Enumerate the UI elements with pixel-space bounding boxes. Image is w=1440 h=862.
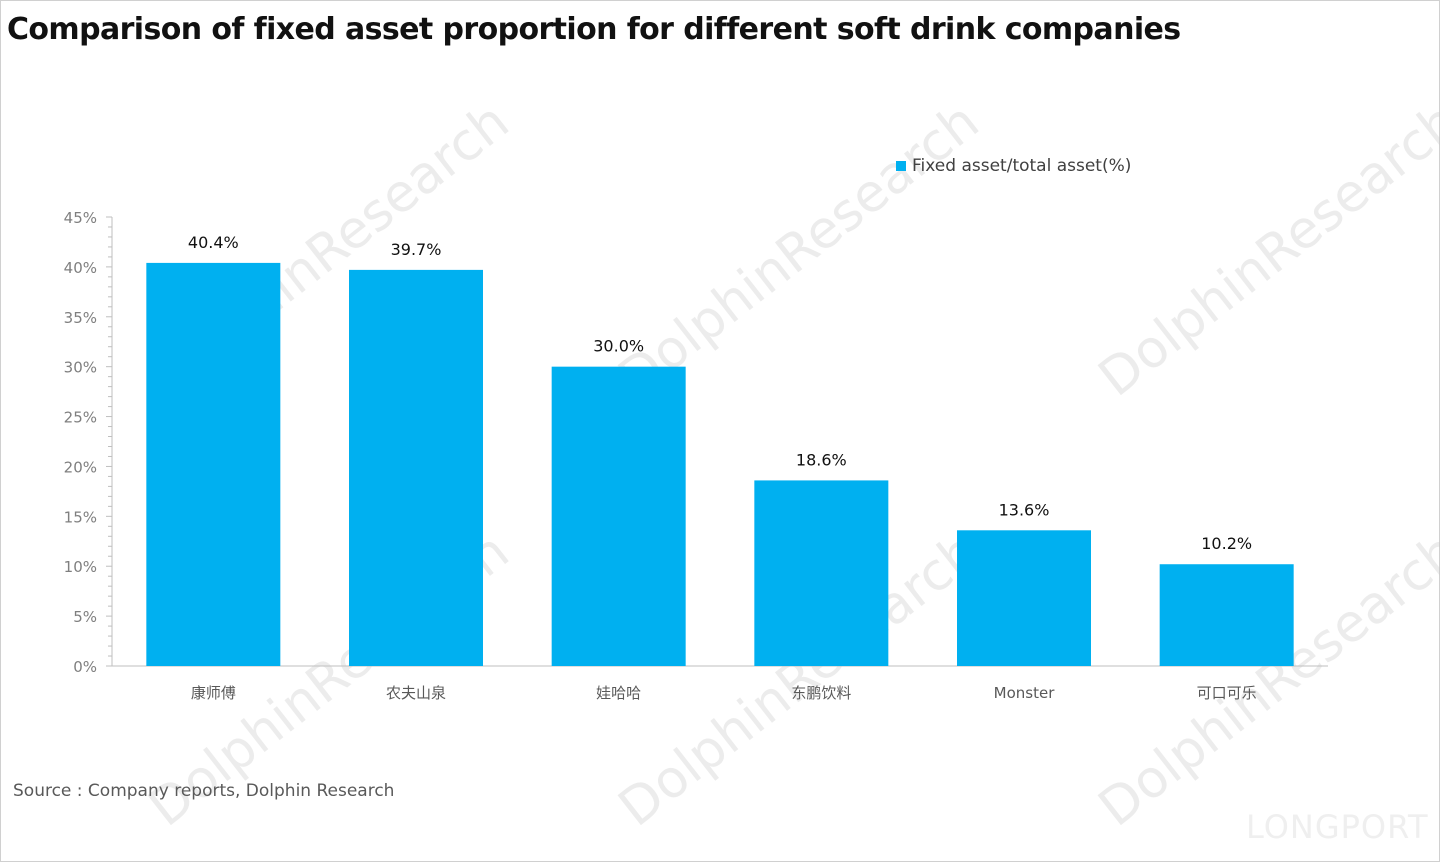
x-tick-label: 娃哈哈: [596, 684, 641, 702]
data-label: 40.4%: [188, 233, 239, 252]
source-note: Source : Company reports, Dolphin Resear…: [13, 781, 395, 801]
bar-1: [349, 269, 483, 666]
y-tick-label: 10%: [64, 558, 97, 576]
bar-5: [1159, 564, 1294, 666]
y-tick-label: 20%: [64, 458, 97, 476]
logo-text: LONGPORT: [1246, 808, 1429, 846]
bar-4: [957, 530, 1091, 666]
x-tick-label: 康师傅: [191, 684, 236, 702]
y-tick-label: 0%: [73, 658, 97, 676]
longport-logo: LONGPORT: [1246, 808, 1429, 846]
x-tick-label: 东鹏饮料: [791, 684, 851, 702]
bar-3: [754, 480, 889, 666]
legend: Fixed asset/total asset(%): [896, 156, 1131, 176]
data-label: 30.0%: [593, 337, 644, 356]
y-tick-label: 15%: [64, 508, 97, 526]
data-label: 13.6%: [999, 500, 1050, 519]
y-tick-label: 40%: [64, 259, 97, 277]
y-tick-label: 45%: [64, 209, 97, 227]
x-tick-label: 农夫山泉: [386, 684, 446, 702]
legend-label: Fixed asset/total asset(%): [912, 156, 1132, 176]
x-tick-label: 可口可乐: [1197, 684, 1257, 702]
y-tick-label: 35%: [64, 309, 97, 327]
data-label: 39.7%: [391, 240, 442, 259]
bar-2: [551, 366, 686, 666]
y-tick-label: 25%: [64, 409, 97, 427]
legend-swatch: [896, 161, 906, 171]
x-tick-label: Monster: [994, 684, 1056, 702]
data-label: 18.6%: [796, 450, 847, 469]
chart-title: Comparison of fixed asset proportion for…: [7, 12, 1181, 47]
bar-0: [146, 262, 281, 666]
data-label: 10.2%: [1201, 534, 1252, 553]
y-tick-label: 5%: [73, 608, 97, 626]
y-tick-label: 30%: [64, 359, 97, 377]
